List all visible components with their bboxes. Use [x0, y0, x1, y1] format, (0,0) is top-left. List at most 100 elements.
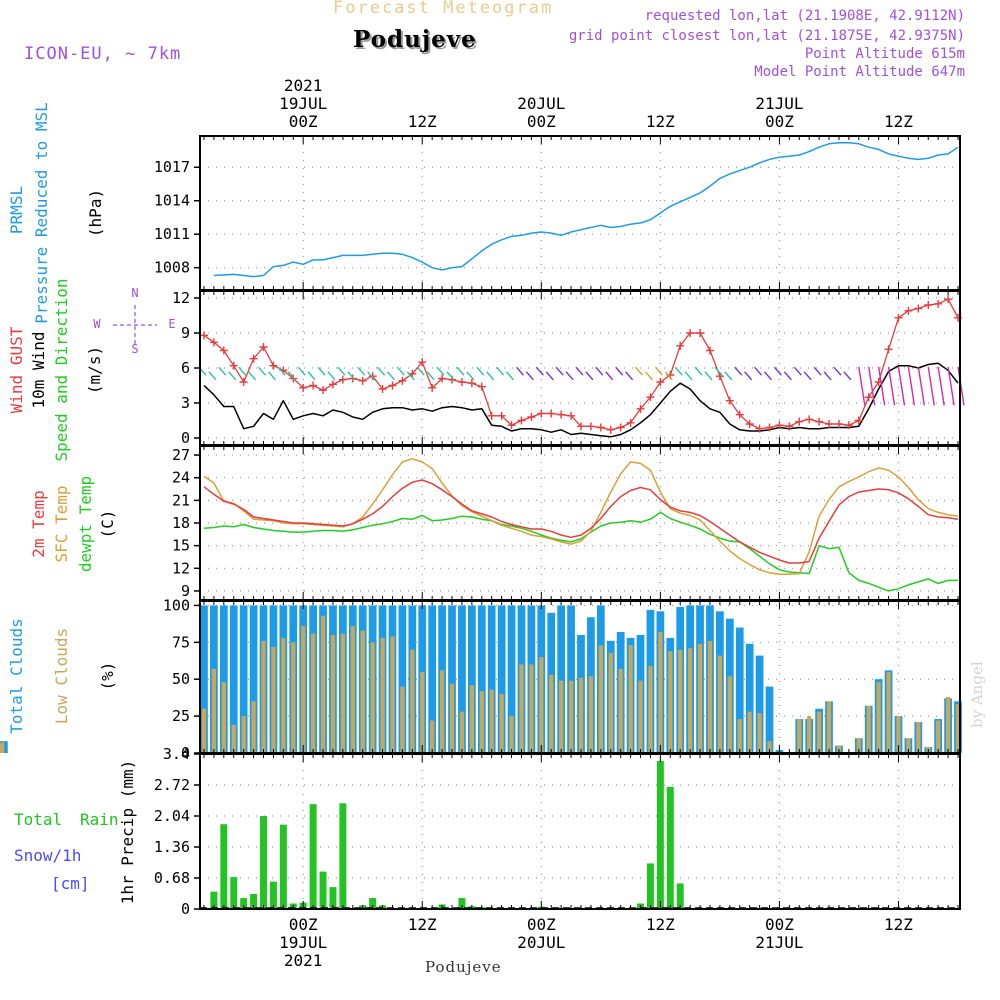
- wind-direction-arrow: [287, 371, 296, 381]
- low-cloud-bar: [816, 711, 822, 753]
- low-cloud-bar: [231, 724, 236, 753]
- gust-marker: [467, 379, 476, 388]
- legend-rain: Rain: [80, 810, 119, 829]
- precip-bar: [339, 803, 347, 909]
- y-tick-label: 27: [172, 446, 190, 464]
- low-cloud-bar: [886, 671, 891, 753]
- low-cloud-bar: [588, 676, 594, 753]
- total-cloud-bar: [755, 655, 764, 753]
- wind-direction-arrow: [535, 366, 544, 376]
- total-cloud-bar: [239, 605, 248, 753]
- gust-marker: [199, 331, 208, 340]
- y-tick-label: 18: [172, 514, 190, 532]
- gust-marker: [418, 358, 427, 367]
- y-tick-label: 1017: [154, 158, 190, 176]
- y-tick-label: 1008: [154, 259, 190, 277]
- wind-direction-arrow: [644, 371, 653, 381]
- y-tick-label: 12: [172, 559, 190, 577]
- precip-bar: [210, 891, 218, 909]
- gust-marker: [735, 410, 744, 419]
- y-tick-label: 0.68: [154, 869, 190, 887]
- prmsl-label: PRMSL: [7, 186, 26, 234]
- gust-marker: [805, 415, 814, 424]
- top-time-label: 2021: [284, 76, 323, 95]
- precip-bar: [279, 824, 287, 909]
- low-cloud-bar: [439, 670, 445, 753]
- low-cloud-bar: [618, 668, 623, 753]
- temp-unit-label: (C): [98, 510, 117, 539]
- gust-marker: [646, 393, 655, 402]
- low-cloud-bar: [678, 649, 683, 753]
- low-cloud-bar: [876, 682, 881, 753]
- wind-direction-arrow: [927, 366, 935, 406]
- wind-direction-arrow: [823, 371, 832, 381]
- wind-direction-arrow: [684, 371, 693, 381]
- gust-marker: [725, 396, 734, 405]
- wind-direction-arrow: [575, 366, 584, 376]
- low-cloud-bar: [916, 722, 921, 753]
- wind-axis-label: 10m Wind: [29, 331, 48, 408]
- low-cloud-bar: [201, 708, 207, 753]
- gust-marker: [457, 378, 466, 386]
- wind-direction-arrow: [897, 366, 906, 406]
- gust-marker: [299, 383, 308, 392]
- low-cloud-bar: [856, 738, 861, 753]
- wind-direction-arrow: [466, 371, 475, 381]
- wind-direction-arrow: [347, 371, 356, 381]
- gust-marker: [249, 354, 258, 363]
- top-time-label: 00Z: [289, 112, 318, 131]
- total-cloud-bar: [735, 627, 744, 753]
- wind-direction-arrow: [907, 366, 916, 406]
- low-cloud-bar: [479, 691, 484, 753]
- gust-marker: [398, 376, 407, 385]
- bottom-time-label: 00Z: [527, 915, 556, 934]
- gust-marker: [884, 345, 893, 354]
- low-cloud-bar: [301, 626, 306, 753]
- gust-marker: [775, 421, 784, 430]
- precip-bar: [656, 760, 664, 909]
- low-cloud-bar: [449, 683, 455, 753]
- gust-marker: [438, 374, 447, 383]
- low-cloud-bar: [529, 664, 534, 753]
- supertitle: Forecast Meteogram: [333, 0, 554, 18]
- location-title: Podujeve: [353, 26, 477, 53]
- gust-marker: [547, 409, 556, 418]
- gust-marker: [795, 417, 804, 426]
- top-time-label: 20JUL: [517, 94, 565, 113]
- gust-marker: [705, 346, 714, 355]
- gust-marker: [557, 410, 566, 419]
- bottom-time-label: 21JUL: [755, 933, 803, 952]
- precip-bar: [309, 804, 317, 909]
- low-cloud-bar: [866, 705, 871, 753]
- low-cloud-bar: [281, 637, 286, 753]
- wind-unit-label: (m/s): [85, 346, 104, 394]
- wind-direction-arrow: [515, 366, 524, 376]
- gust-marker: [606, 425, 615, 434]
- pressure-line: [213, 141, 959, 278]
- gust-marker: [358, 376, 367, 385]
- low-cloud-bar: [826, 701, 832, 753]
- gust-marker: [864, 393, 873, 402]
- gust-marker: [497, 411, 506, 420]
- model-label: ICON-EU, ~ 7km: [24, 44, 182, 64]
- gust-axis-label: Wind GUST: [7, 326, 26, 413]
- low-cloud-bar: [380, 637, 385, 753]
- gust-marker: [428, 383, 437, 392]
- wind-direction-arrow: [858, 366, 866, 406]
- y-tick-label: 75: [172, 633, 190, 651]
- total-cloud-bar: [398, 605, 407, 753]
- gust-marker: [586, 422, 595, 431]
- low-cloud-bar: [668, 651, 673, 753]
- low-cloud-bar: [211, 668, 217, 753]
- gust-marker: [319, 386, 328, 395]
- wind-direction-arrow: [436, 366, 445, 376]
- temp-axis-label: 2m Temp: [29, 490, 48, 557]
- gust-marker: [507, 421, 516, 430]
- top-time-label: 19JUL: [279, 94, 327, 113]
- gust-marker: [904, 306, 913, 315]
- wind-direction-arrow: [545, 371, 554, 381]
- total-cloud-bar: [448, 605, 456, 753]
- wind-direction-arrow: [486, 371, 495, 381]
- precip-bar: [269, 881, 277, 909]
- gust-marker: [517, 416, 526, 425]
